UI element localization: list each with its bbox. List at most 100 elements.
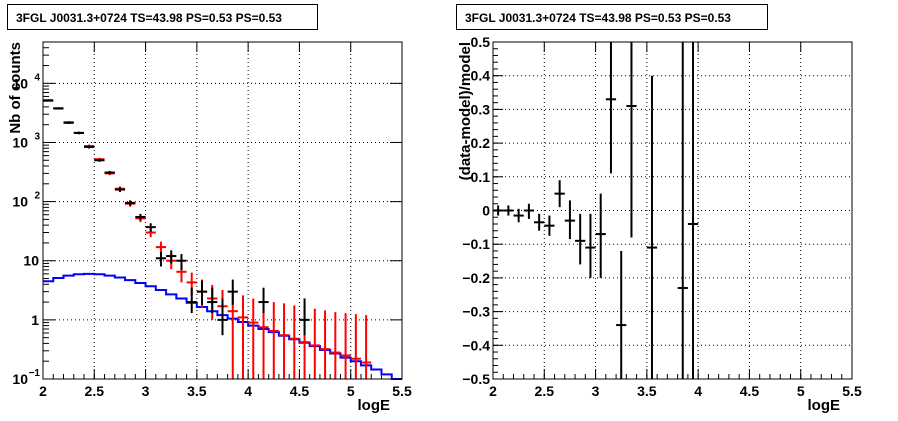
data-point — [605, 42, 617, 174]
data-point — [248, 298, 259, 379]
data-point — [575, 213, 586, 265]
data-point — [196, 280, 208, 305]
x-tick-label: 4 — [244, 383, 252, 399]
y-tick-label: 10 — [23, 253, 39, 269]
y-tick-exponent: −1 — [29, 368, 41, 379]
data-point — [227, 291, 238, 379]
data-point — [94, 158, 105, 162]
y-tick-label: −0.5 — [462, 371, 490, 387]
y-axis-title: (data-model)/model — [457, 42, 474, 180]
data-point — [166, 250, 177, 264]
data-point — [564, 200, 576, 240]
y-tick-label: −0.4 — [462, 337, 490, 353]
data-point — [340, 313, 351, 379]
y-tick-exponent: 2 — [34, 191, 40, 202]
data-point — [289, 305, 300, 379]
right-chart-residuals: 2 2.5 3 3.5 4 4.5 5 5.5 −0.5 −0.4 −0.3 −0.2 −0.1 0 0.1… — [457, 34, 862, 414]
x-tick-label: 4.5 — [290, 383, 310, 399]
x-tick-label: 4 — [694, 383, 702, 399]
data-point — [73, 131, 85, 135]
x-tick-label: 5.5 — [392, 383, 412, 399]
data-point — [155, 252, 167, 267]
data-point — [63, 121, 74, 125]
data-point — [207, 287, 218, 314]
data-point — [217, 298, 228, 336]
data-point — [534, 213, 545, 231]
data-point — [186, 287, 197, 314]
x-tick-label: 4.5 — [740, 383, 760, 399]
data-point — [299, 298, 310, 336]
data-point — [319, 310, 331, 379]
data-point — [155, 241, 167, 254]
data-point — [104, 170, 115, 175]
data-point — [523, 203, 535, 219]
data-point — [268, 302, 279, 379]
plot-frame — [492, 41, 853, 380]
y-tick-label: 1 — [31, 312, 39, 328]
data-point — [687, 42, 699, 379]
x-tick-label: 3.5 — [637, 383, 657, 399]
data-point — [616, 250, 627, 379]
x-tick-label: 3.5 — [187, 383, 207, 399]
y-tick-label: 0.3 — [471, 101, 491, 117]
x-tick-label: 2 — [39, 383, 47, 399]
x-axis-title: logE — [808, 397, 841, 414]
data-point — [237, 295, 249, 379]
data-point — [53, 107, 64, 110]
y-tick-label: −0.3 — [462, 304, 490, 320]
y-axis-title: Nb of counts — [7, 42, 24, 134]
y-tick-label: 0.4 — [471, 68, 491, 84]
y-tick-label: −0.1 — [462, 236, 490, 252]
x-tick-label: 2 — [489, 383, 497, 399]
y-tick-label: 0 — [482, 203, 490, 219]
data-point — [114, 187, 126, 193]
data-point — [503, 205, 514, 216]
y-tick-exponent: 3 — [34, 131, 40, 142]
y-tick-label: 0.2 — [471, 135, 491, 151]
x-tick-label: 5 — [347, 383, 355, 399]
data-point — [493, 205, 504, 216]
data-point — [513, 208, 524, 223]
data-point — [258, 300, 269, 379]
data-point — [360, 315, 372, 379]
data-point — [258, 287, 269, 314]
y-tick-exponent: 4 — [34, 72, 40, 83]
y-tick-label: 0.5 — [471, 34, 491, 50]
plot-frame — [42, 41, 403, 380]
data-point — [227, 279, 238, 305]
plot-area — [493, 42, 852, 379]
data-point — [595, 193, 606, 278]
data-point — [677, 42, 688, 379]
data-point — [544, 215, 555, 236]
x-tick-label: 5.5 — [842, 383, 862, 399]
x-tick-label: 5 — [797, 383, 805, 399]
data-point — [135, 213, 146, 221]
data-point — [84, 145, 95, 149]
data-point — [585, 213, 596, 278]
data-point — [646, 75, 658, 379]
data-point — [176, 253, 187, 270]
data-point — [330, 312, 341, 379]
x-axis-title: logE — [358, 397, 391, 414]
right-chart-title: 3FGL J0031.3+0724 TS=43.98 PS=0.53 PS=0.… — [456, 4, 768, 30]
data-point — [309, 308, 320, 379]
y-tick-label: 10 — [12, 194, 28, 210]
data-point — [125, 200, 136, 206]
y-tick-label: −0.2 — [462, 270, 490, 286]
y-tick-label: 0.1 — [471, 169, 491, 185]
left-chart-title: 3FGL J0031.3+0724 TS=43.98 PS=0.53 PS=0.… — [7, 4, 318, 30]
y-tick-label: 10 — [12, 134, 28, 150]
x-tick-label: 2.5 — [85, 383, 105, 399]
data-point — [43, 99, 54, 102]
x-tick-label: 3 — [142, 383, 150, 399]
x-tick-label: 3 — [592, 383, 600, 399]
data-point — [350, 314, 361, 379]
y-tick-label: 10 — [12, 371, 28, 387]
data-point — [554, 180, 565, 208]
data-point — [626, 42, 637, 238]
data-point — [278, 303, 290, 379]
x-tick-label: 2.5 — [535, 383, 555, 399]
y-tick-label: 10 — [12, 75, 28, 91]
